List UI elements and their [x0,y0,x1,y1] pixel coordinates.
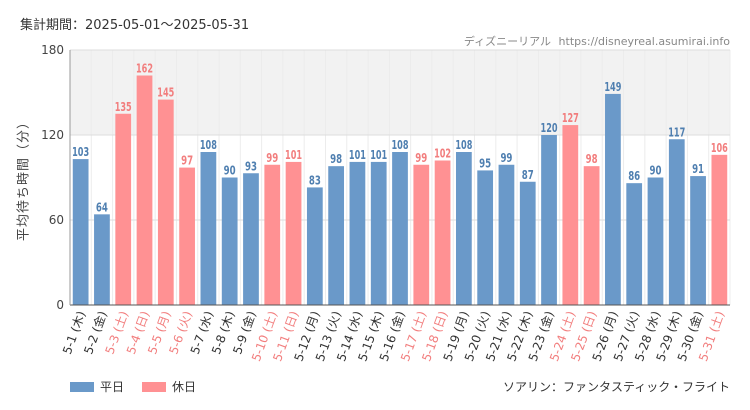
bar [690,176,706,305]
data-label: 101 [285,148,302,162]
data-label: 97 [181,154,193,168]
source-credit: ディズニーリアル https://disneyreal.asumirai.inf… [464,33,730,49]
legend-item-holiday[interactable]: 休日 [142,378,196,395]
data-label: 98 [330,152,342,166]
bar [455,152,472,305]
bar [285,161,302,305]
data-label: 99 [415,151,427,165]
bar [243,173,259,305]
data-label: 106 [711,141,728,155]
data-label: 93 [245,159,257,173]
data-label: 145 [157,86,174,100]
bar [413,164,430,305]
data-label: 103 [72,145,89,159]
bar [221,177,238,305]
bar [136,75,153,305]
bar [370,161,387,305]
data-label: 108 [200,138,217,152]
bar [179,167,195,305]
data-label: 127 [562,111,579,125]
site-url[interactable]: https://disneyreal.asumirai.info [558,35,730,48]
bar [157,99,174,305]
data-label: 117 [668,125,685,139]
bar [72,159,89,305]
y-tick-label: 180 [41,43,64,57]
data-label: 101 [349,148,366,162]
bar [519,181,536,305]
bar [477,170,494,305]
bar [626,183,643,305]
bar [349,161,366,305]
bar [498,164,515,305]
legend-swatch-holiday [142,381,167,392]
bar [562,125,579,305]
bar [200,152,217,305]
bar [392,152,408,305]
site-name: ディズニーリアル [463,35,552,48]
bar [583,166,600,305]
bar [668,139,685,305]
data-label: 83 [309,173,321,187]
legend-swatch-weekday [70,381,94,392]
data-label: 91 [692,162,704,176]
bar [264,164,281,305]
legend-label-holiday: 休日 [172,380,197,394]
data-label: 90 [649,164,661,178]
data-label: 99 [500,151,512,165]
data-label: 86 [628,169,640,183]
bar [711,154,728,305]
y-tick-label: 120 [41,128,64,142]
data-label: 64 [96,200,108,214]
attraction-name: ソアリン：ファンタスティック・フライト [502,380,730,394]
bar [605,93,621,306]
data-label: 87 [522,168,534,182]
legend-label-weekday: 平日 [100,380,125,394]
data-label: 135 [115,100,132,114]
data-label: 95 [479,156,491,170]
bar [434,160,451,305]
bar [541,135,557,305]
bar [306,187,323,305]
y-tick-label: 0 [56,298,64,312]
bar [647,177,664,305]
data-label: 101 [370,148,387,162]
period-label: 集計期間：2025-05-01～2025-05-31 [20,18,250,33]
data-label: 108 [392,138,409,152]
data-label: 120 [541,121,558,135]
data-label: 162 [136,62,153,76]
legend-item-weekday[interactable]: 平日 [70,378,124,395]
chart-legend: 平日 休日 [70,378,196,395]
data-label: 99 [266,151,278,165]
data-label: 149 [604,80,621,94]
data-label: 102 [434,147,451,161]
y-tick-label: 60 [49,213,64,227]
bar [328,166,345,305]
bar [94,214,110,305]
data-label: 90 [224,164,236,178]
data-label: 108 [455,138,472,152]
bar [115,113,132,305]
data-label: 98 [586,152,598,166]
